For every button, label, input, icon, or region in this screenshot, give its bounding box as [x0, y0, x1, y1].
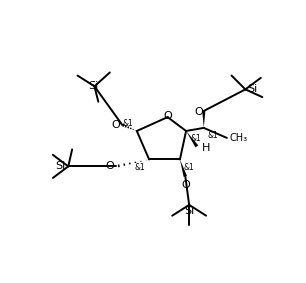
- Text: H: H: [201, 143, 210, 153]
- Text: &1: &1: [191, 134, 201, 143]
- Polygon shape: [202, 111, 205, 128]
- Text: &1: &1: [208, 131, 218, 140]
- Text: O: O: [105, 161, 114, 171]
- Text: O: O: [111, 120, 120, 130]
- Text: Si: Si: [56, 161, 66, 171]
- Text: CH₃: CH₃: [230, 133, 248, 143]
- Polygon shape: [186, 131, 198, 147]
- Text: Si: Si: [184, 206, 194, 216]
- Text: O: O: [182, 180, 190, 190]
- Text: &1: &1: [184, 163, 195, 172]
- Text: Si: Si: [248, 84, 258, 94]
- Polygon shape: [180, 159, 187, 177]
- Text: O: O: [163, 111, 172, 121]
- Text: &1: &1: [123, 119, 134, 128]
- Text: Si: Si: [88, 81, 99, 91]
- Text: O: O: [194, 107, 203, 117]
- Text: &1: &1: [135, 163, 145, 172]
